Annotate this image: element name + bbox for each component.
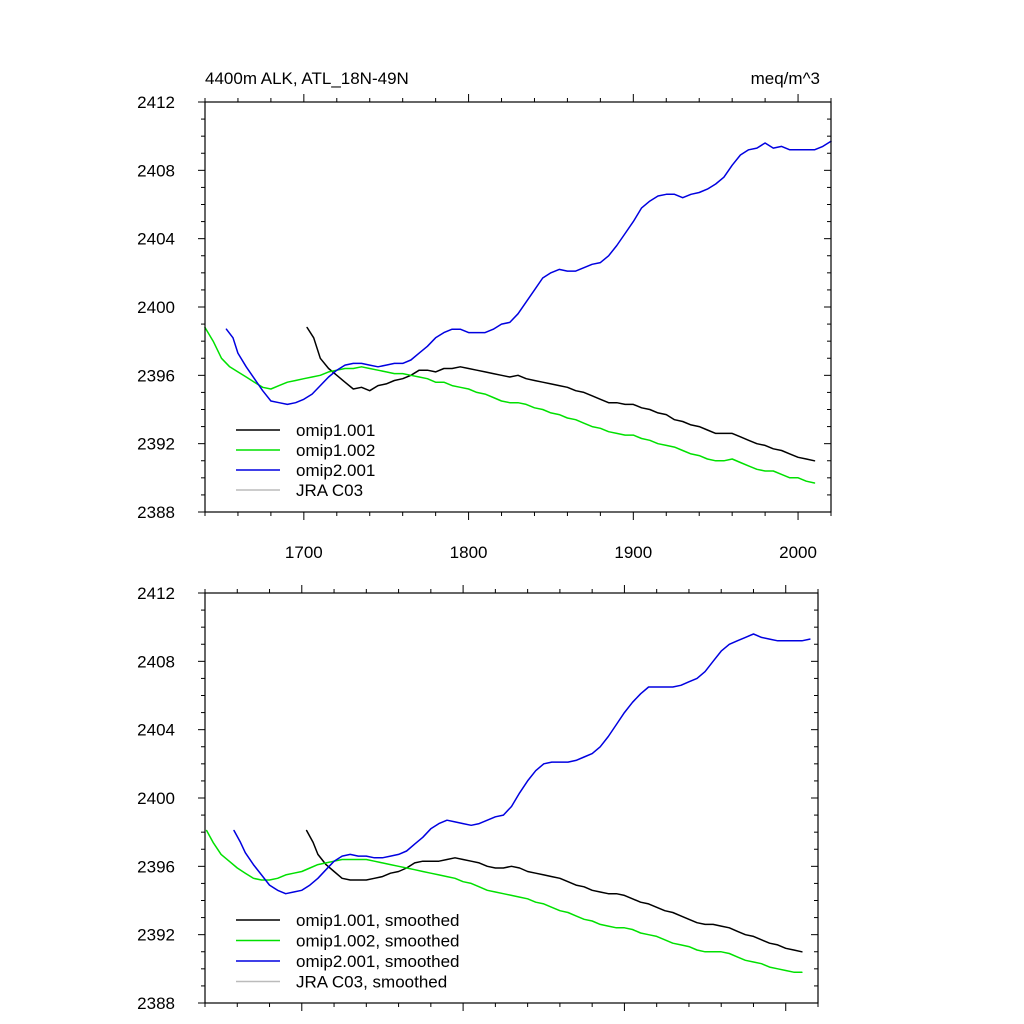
series-line-omip1-002 [204, 326, 816, 484]
y-tick-label: 2396 [137, 366, 175, 385]
legend-label: omip2.001 [296, 461, 375, 480]
y-tick-label: 2388 [137, 503, 175, 522]
bottom-panel-series [205, 633, 811, 973]
y-tick-label: 2392 [137, 926, 175, 945]
x-tick-label: 1700 [285, 543, 323, 562]
y-tick-label: 2408 [137, 161, 175, 180]
x-tick-label: 1900 [614, 543, 652, 562]
y-tick-label: 2404 [137, 230, 175, 249]
bottom-panel-legend: omip1.001, smoothed omip1.002, smoothedom… [236, 911, 460, 992]
top-panel-series [204, 140, 832, 484]
bottom-panel-frame [204, 592, 819, 1004]
y-tick-label: 2408 [137, 652, 175, 671]
legend-label: omip2.001, smoothed [296, 952, 460, 971]
y-tick-label: 2396 [137, 857, 175, 876]
x-tick-label: 2000 [779, 543, 817, 562]
y-tick-label: 2388 [137, 994, 175, 1013]
top-panel: 4400m ALK, ATL_18N-49N meq/m^3 238823922… [137, 69, 832, 562]
y-tick-label: 2400 [137, 789, 175, 808]
series-line-omip2-001 [225, 140, 832, 406]
legend-label: JRA C03, smoothed [296, 973, 447, 992]
top-panel-frame [204, 101, 832, 513]
legend-label: omip1.002 [296, 441, 375, 460]
bottom-panel: 2388 2392 2396 2400 2404 2408 2412 omip1.001, … [137, 584, 819, 1013]
bottom-panel-ticks: 2388 2392 2396 2400 2404 2408 2412 [137, 584, 819, 1013]
y-tick-label: 2412 [137, 93, 175, 112]
series-line-omip1-001-smoothed [305, 829, 803, 953]
y-tick-label: 2392 [137, 435, 175, 454]
top-panel-title: 4400m ALK, ATL_18N-49N [205, 69, 409, 88]
legend-label: omip1.002, smoothed [296, 932, 460, 951]
top-panel-units: meq/m^3 [751, 69, 820, 88]
legend-label: omip1.001 [296, 421, 375, 440]
top-panel-ticks: 2388 2392 2396 2400 2404 2408 2412 1700 1800 1900… [137, 93, 832, 562]
y-tick-label: 2400 [137, 298, 175, 317]
legend-label: JRA C03 [296, 481, 363, 500]
legend-label: omip1.001, smoothed [296, 911, 460, 930]
y-tick-label: 2412 [137, 584, 175, 603]
series-line-omip2-001-smoothed [233, 633, 811, 895]
y-tick-label: 2404 [137, 721, 175, 740]
series-line-omip1-002-smoothed [205, 829, 803, 973]
x-tick-label: 1800 [450, 543, 488, 562]
series-line-omip1-001 [306, 326, 816, 462]
